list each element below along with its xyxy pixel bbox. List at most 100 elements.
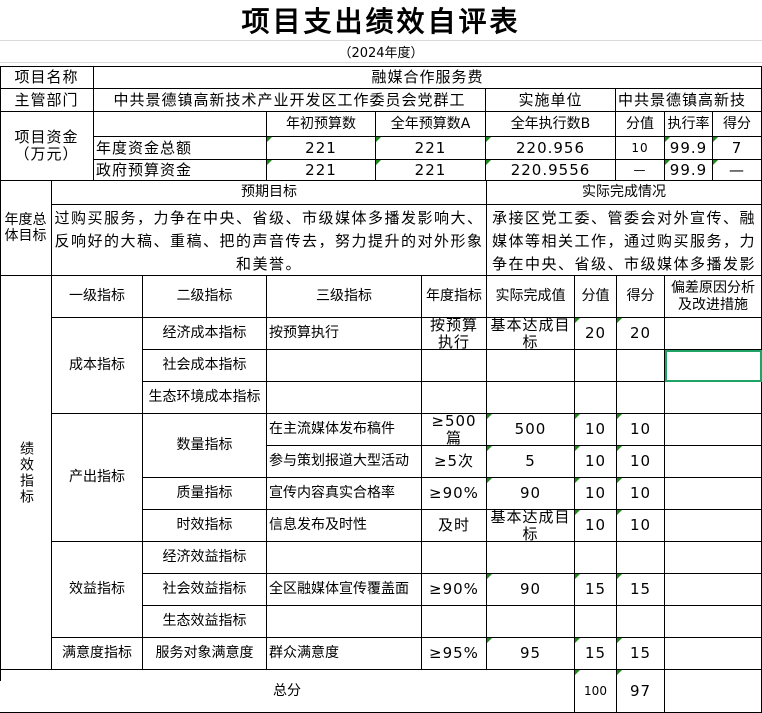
annual-target[interactable] xyxy=(422,542,487,574)
project-name-value[interactable]: 融媒合作服务费 xyxy=(94,67,762,89)
level3-indicator[interactable] xyxy=(267,542,422,574)
indicator-header[interactable]: 年度指标 xyxy=(422,276,487,318)
level3-indicator[interactable]: 按预算执行 xyxy=(267,318,422,350)
level2-indicator[interactable]: 数量指标 xyxy=(143,414,267,478)
level3-indicator[interactable]: 在主流媒体发布稿件 xyxy=(267,414,422,446)
funds-header[interactable]: 分值 xyxy=(616,112,665,137)
actual-value[interactable] xyxy=(487,542,575,574)
goals-label[interactable]: 年度总体目标 xyxy=(0,181,52,276)
score-obtained[interactable] xyxy=(617,542,665,574)
deviation-note[interactable] xyxy=(665,414,762,446)
score-value[interactable]: 10 xyxy=(575,446,617,478)
dept-value[interactable]: 中共景德镇高新技术产业开发区工作委员会党群工 xyxy=(94,89,486,112)
actual-value[interactable]: 90 xyxy=(487,574,575,606)
funds-value-cell[interactable]: — xyxy=(616,160,665,181)
deviation-note[interactable] xyxy=(665,542,762,574)
actual-value[interactable] xyxy=(487,350,575,382)
actual-value[interactable] xyxy=(487,382,575,414)
indicator-header[interactable]: 得分 xyxy=(617,276,665,318)
score-obtained[interactable]: 10 xyxy=(617,414,665,446)
score-obtained[interactable]: 15 xyxy=(617,574,665,606)
level1-indicator[interactable]: 效益指标 xyxy=(52,542,143,638)
score-obtained[interactable]: 10 xyxy=(617,446,665,478)
score-value[interactable]: 15 xyxy=(575,574,617,606)
level2-indicator[interactable]: 经济效益指标 xyxy=(143,542,267,574)
deviation-note[interactable] xyxy=(665,350,762,382)
funds-header[interactable] xyxy=(94,112,267,137)
actual-goal-text[interactable]: 承接区党工委、管委会对外宣传、融媒体等相关工作，通过购买服务，力争在中央、省级、… xyxy=(487,205,762,276)
funds-label-cell[interactable]: 年度资金总额 xyxy=(94,137,267,160)
actual-value[interactable]: 90 xyxy=(487,478,575,510)
deviation-note[interactable] xyxy=(665,318,762,350)
funds-score-cell[interactable]: — xyxy=(713,160,762,181)
score-obtained[interactable]: 10 xyxy=(617,510,665,542)
funds-executed-cell[interactable]: 220.9556 xyxy=(486,160,616,181)
deviation-note[interactable] xyxy=(665,446,762,478)
level3-indicator[interactable] xyxy=(267,350,422,382)
annual-target[interactable]: 按预算执行 xyxy=(422,318,487,350)
score-value[interactable]: 10 xyxy=(575,510,617,542)
total-note[interactable] xyxy=(665,670,762,713)
level1-indicator[interactable]: 产出指标 xyxy=(52,414,143,542)
level2-indicator[interactable]: 生态环境成本指标 xyxy=(143,382,267,414)
indicator-header[interactable]: 一级指标 xyxy=(52,276,143,318)
indicator-header[interactable]: 分值 xyxy=(575,276,617,318)
score-obtained[interactable] xyxy=(617,382,665,414)
score-obtained[interactable]: 15 xyxy=(617,638,665,670)
annual-target[interactable] xyxy=(422,382,487,414)
indicator-header[interactable]: 二级指标 xyxy=(143,276,267,318)
annual-target[interactable]: ≥95% xyxy=(422,638,487,670)
level3-indicator[interactable] xyxy=(267,606,422,638)
score-obtained[interactable]: 10 xyxy=(617,478,665,510)
funds-header[interactable]: 全年预算数A xyxy=(376,112,486,137)
funds-initial-cell[interactable]: 221 xyxy=(267,160,376,181)
indicator-header[interactable]: 偏差原因分析及改进措施 xyxy=(665,276,762,318)
annual-target[interactable]: ≥90% xyxy=(422,574,487,606)
funds-executed-cell[interactable]: 220.956 xyxy=(486,137,616,160)
level2-indicator[interactable]: 社会效益指标 xyxy=(143,574,267,606)
score-value[interactable] xyxy=(575,606,617,638)
level3-indicator[interactable]: 宣传内容真实合格率 xyxy=(267,478,422,510)
annual-target[interactable] xyxy=(422,350,487,382)
deviation-note[interactable] xyxy=(665,606,762,638)
funds-rate-cell[interactable]: 99.9 xyxy=(665,160,713,181)
funds-label-cell[interactable]: 政府预算资金 xyxy=(94,160,267,181)
dept-label[interactable]: 主管部门 xyxy=(0,89,94,112)
actual-value[interactable]: 基本达成目标 xyxy=(487,510,575,542)
level3-indicator[interactable]: 参与策划报道大型活动 xyxy=(267,446,422,478)
funds-header[interactable]: 年初预算数 xyxy=(267,112,376,137)
actual-value[interactable]: 95 xyxy=(487,638,575,670)
annual-target[interactable]: ≥5次 xyxy=(422,446,487,478)
level2-indicator[interactable]: 生态效益指标 xyxy=(143,606,267,638)
expected-goal-label[interactable]: 预期目标 xyxy=(52,181,487,205)
level3-indicator[interactable]: 群众满意度 xyxy=(267,638,422,670)
score-value[interactable]: 20 xyxy=(575,318,617,350)
funds-value-cell[interactable]: 10 xyxy=(616,137,665,160)
annual-target[interactable]: ≥90% xyxy=(422,478,487,510)
score-value[interactable] xyxy=(575,542,617,574)
total-label[interactable]: 总分 xyxy=(0,670,575,713)
score-value[interactable] xyxy=(575,350,617,382)
project-name-label[interactable]: 项目名称 xyxy=(0,67,94,89)
funds-label[interactable]: 项目资金（万元） xyxy=(0,112,94,181)
impl-label[interactable]: 实施单位 xyxy=(486,89,616,112)
funds-initial-cell[interactable]: 221 xyxy=(267,137,376,160)
impl-value[interactable]: 中共景德镇高新技 xyxy=(616,89,762,112)
funds-header[interactable]: 得分 xyxy=(713,112,762,137)
level3-indicator[interactable] xyxy=(267,382,422,414)
score-value[interactable]: 10 xyxy=(575,478,617,510)
expected-goal-text[interactable]: 过购买服务，力争在中央、省级、市级媒体多播发影响大、反响好的大稿、重稿、把的声音… xyxy=(52,205,487,276)
annual-target[interactable]: ≥500篇 xyxy=(422,414,487,446)
annual-target[interactable] xyxy=(422,606,487,638)
level3-indicator[interactable]: 信息发布及时性 xyxy=(267,510,422,542)
deviation-note[interactable] xyxy=(665,510,762,542)
actual-value[interactable]: 5 xyxy=(487,446,575,478)
score-value[interactable] xyxy=(575,382,617,414)
indicators-side-label[interactable]: 绩效指标 xyxy=(0,276,52,670)
level2-indicator[interactable]: 质量指标 xyxy=(143,478,267,510)
level3-indicator[interactable]: 全区融媒体宣传覆盖面 xyxy=(267,574,422,606)
indicator-header[interactable]: 实际完成值 xyxy=(487,276,575,318)
score-obtained[interactable] xyxy=(617,350,665,382)
deviation-note[interactable] xyxy=(665,638,762,670)
sheet-year[interactable]: （2024年度） xyxy=(338,46,424,61)
